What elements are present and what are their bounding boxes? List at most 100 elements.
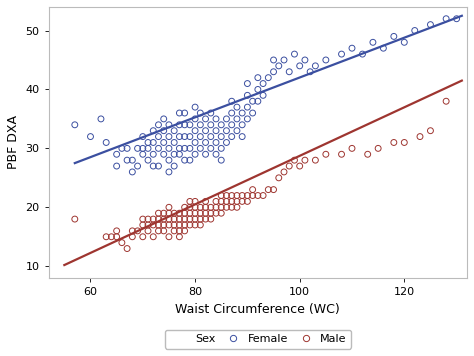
Point bbox=[228, 193, 236, 198]
Point bbox=[134, 163, 141, 169]
Point bbox=[218, 134, 225, 140]
Point bbox=[228, 134, 236, 140]
Point bbox=[207, 204, 215, 210]
Point bbox=[374, 146, 382, 151]
Point bbox=[212, 204, 220, 210]
Point bbox=[202, 210, 210, 216]
Point bbox=[233, 193, 241, 198]
Point bbox=[228, 204, 236, 210]
Point bbox=[144, 146, 152, 151]
Point bbox=[165, 169, 173, 175]
Point bbox=[144, 140, 152, 145]
Point bbox=[181, 204, 189, 210]
Point bbox=[170, 216, 178, 222]
Point bbox=[427, 128, 434, 134]
Point bbox=[191, 222, 199, 228]
Point bbox=[139, 151, 146, 157]
Point bbox=[191, 210, 199, 216]
Point bbox=[254, 193, 262, 198]
Point bbox=[144, 157, 152, 163]
Point bbox=[149, 151, 157, 157]
Point bbox=[301, 157, 309, 163]
Point bbox=[181, 134, 189, 140]
Point bbox=[197, 216, 204, 222]
Point bbox=[155, 216, 162, 222]
Point bbox=[238, 110, 246, 116]
Point bbox=[233, 116, 241, 122]
Point bbox=[160, 116, 167, 122]
Point bbox=[149, 234, 157, 240]
Point bbox=[97, 116, 105, 122]
Point bbox=[175, 234, 183, 240]
Point bbox=[296, 163, 303, 169]
Point bbox=[197, 122, 204, 128]
Point bbox=[212, 140, 220, 145]
Point bbox=[186, 146, 194, 151]
Point bbox=[218, 157, 225, 163]
Point bbox=[291, 157, 298, 163]
Point bbox=[160, 140, 167, 145]
Point bbox=[139, 134, 146, 140]
Point bbox=[223, 204, 230, 210]
Point bbox=[128, 157, 136, 163]
Point bbox=[223, 193, 230, 198]
Point bbox=[155, 146, 162, 151]
Point bbox=[175, 110, 183, 116]
Point bbox=[186, 122, 194, 128]
Point bbox=[175, 146, 183, 151]
Point bbox=[228, 98, 236, 104]
Point bbox=[254, 75, 262, 80]
Point bbox=[207, 216, 215, 222]
Point bbox=[191, 128, 199, 134]
Point bbox=[238, 193, 246, 198]
Point bbox=[228, 110, 236, 116]
Point bbox=[197, 204, 204, 210]
Point bbox=[390, 33, 398, 39]
Point bbox=[165, 146, 173, 151]
Point bbox=[175, 210, 183, 216]
Point bbox=[175, 134, 183, 140]
Point bbox=[113, 151, 120, 157]
Point bbox=[202, 128, 210, 134]
Point bbox=[212, 116, 220, 122]
Point bbox=[128, 234, 136, 240]
Point bbox=[149, 163, 157, 169]
Point bbox=[175, 216, 183, 222]
Point bbox=[401, 140, 408, 145]
Point bbox=[134, 146, 141, 151]
Point bbox=[212, 199, 220, 204]
Point bbox=[149, 222, 157, 228]
Point bbox=[207, 146, 215, 151]
Point bbox=[160, 128, 167, 134]
Point bbox=[128, 169, 136, 175]
Point bbox=[186, 222, 194, 228]
Point bbox=[380, 45, 387, 51]
Point bbox=[191, 216, 199, 222]
Point bbox=[207, 110, 215, 116]
Point bbox=[202, 199, 210, 204]
Point bbox=[453, 16, 460, 22]
Point bbox=[338, 151, 346, 157]
Point bbox=[123, 157, 131, 163]
Point bbox=[175, 228, 183, 234]
Point bbox=[207, 122, 215, 128]
Point bbox=[160, 151, 167, 157]
Point bbox=[202, 116, 210, 122]
Point bbox=[71, 216, 79, 222]
Point bbox=[270, 69, 277, 75]
Point bbox=[139, 222, 146, 228]
Point bbox=[359, 51, 366, 57]
Point bbox=[416, 134, 424, 140]
X-axis label: Waist Circumference (WC): Waist Circumference (WC) bbox=[175, 303, 340, 316]
Point bbox=[207, 134, 215, 140]
Point bbox=[244, 93, 251, 98]
Point bbox=[369, 40, 377, 45]
Point bbox=[348, 146, 356, 151]
Point bbox=[212, 151, 220, 157]
Point bbox=[306, 69, 314, 75]
Point bbox=[144, 216, 152, 222]
Point bbox=[223, 128, 230, 134]
Point bbox=[264, 75, 272, 80]
Point bbox=[249, 98, 256, 104]
Point bbox=[238, 122, 246, 128]
